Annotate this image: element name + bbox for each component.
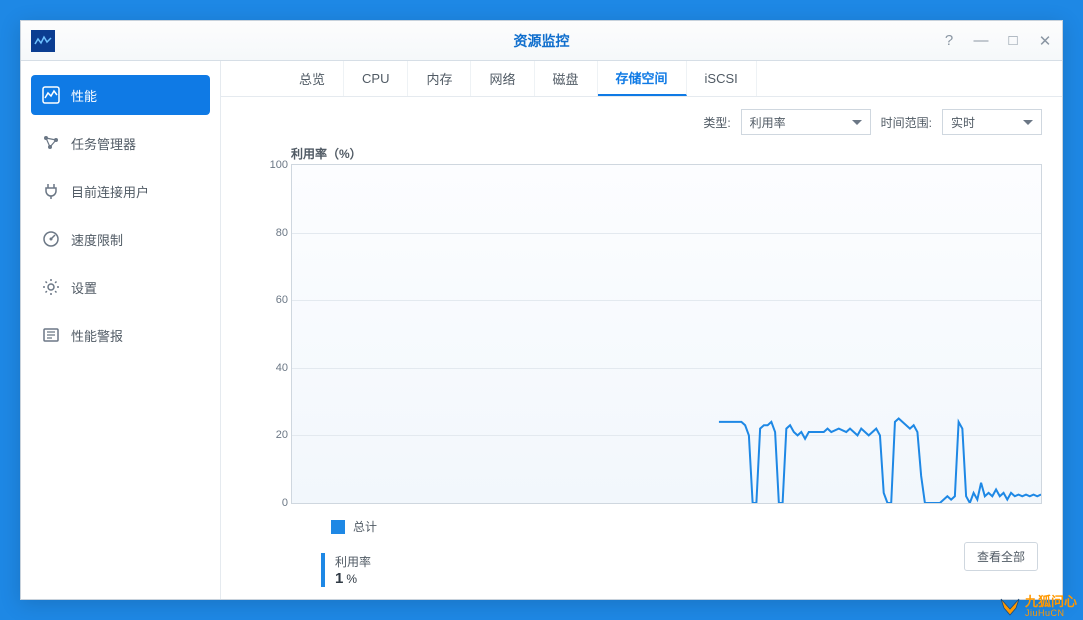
type-label: 类型: (703, 114, 730, 131)
sidebar-item-performance-alert[interactable]: 性能警报 (31, 315, 210, 355)
app-window: 资源监控 ? — □ ✕ 性能 任务管理器 (20, 20, 1063, 600)
alert-icon (41, 325, 61, 345)
close-button[interactable]: ✕ (1034, 30, 1056, 52)
sidebar-item-label: 性能 (71, 86, 97, 105)
y-tick-label: 40 (258, 362, 288, 374)
chart-legend: 总计 (331, 518, 1042, 535)
filter-bar: 类型: 利用率 时间范围: 实时 (221, 97, 1062, 141)
view-all-button[interactable]: 查看全部 (964, 542, 1038, 571)
y-tick-label: 20 (258, 429, 288, 441)
y-axis-ticks: 020406080100 (258, 165, 288, 503)
utilization-chart: 020406080100 (291, 164, 1042, 504)
sidebar-item-performance[interactable]: 性能 (31, 75, 210, 115)
sidebar: 性能 任务管理器 目前连接用户 速度限制 (21, 61, 221, 599)
main-panel: 总览 CPU 内存 网络 磁盘 存储空间 iSCSI 类型: 利用率 时间范围:… (221, 61, 1062, 599)
chart-area: 利用率（%） 020406080100 总计 利用率 (221, 141, 1062, 587)
minimize-button[interactable]: — (970, 30, 992, 52)
tab-overview[interactable]: 总览 (281, 61, 344, 96)
sidebar-item-settings[interactable]: 设置 (31, 267, 210, 307)
window-title: 资源监控 (514, 31, 570, 51)
y-tick-label: 0 (258, 497, 288, 509)
stat-text: 利用率 1% (335, 553, 371, 587)
watermark-en: JiuHuCN (1025, 609, 1077, 618)
stat-value: 1% (335, 570, 371, 587)
range-select[interactable]: 实时 (942, 109, 1042, 135)
sidebar-item-label: 任务管理器 (71, 134, 136, 153)
performance-icon (41, 85, 61, 105)
stat-value-unit: % (346, 572, 357, 586)
chart-title: 利用率（%） (291, 145, 1042, 162)
stat-value-number: 1 (335, 570, 343, 587)
tab-cpu[interactable]: CPU (344, 61, 408, 96)
stat-bar (321, 553, 325, 587)
sidebar-item-label: 性能警报 (71, 326, 123, 345)
window-controls: ? — □ ✕ (938, 21, 1056, 60)
gear-icon (41, 277, 61, 297)
sidebar-item-connected-users[interactable]: 目前连接用户 (31, 171, 210, 211)
titlebar: 资源监控 ? — □ ✕ (21, 21, 1062, 61)
sidebar-item-label: 速度限制 (71, 230, 123, 249)
sidebar-item-speed-limit[interactable]: 速度限制 (31, 219, 210, 259)
window-body: 性能 任务管理器 目前连接用户 速度限制 (21, 61, 1062, 599)
y-tick-label: 60 (258, 294, 288, 306)
plug-icon (41, 181, 61, 201)
task-icon (41, 133, 61, 153)
sidebar-item-label: 设置 (71, 278, 97, 297)
tab-storage[interactable]: 存储空间 (598, 61, 687, 96)
tab-network[interactable]: 网络 (471, 61, 534, 96)
tab-disk[interactable]: 磁盘 (535, 61, 598, 96)
stat-label: 利用率 (335, 553, 371, 570)
legend-label: 总计 (353, 518, 377, 535)
type-select[interactable]: 利用率 (741, 109, 871, 135)
range-label: 时间范围: (881, 114, 932, 131)
y-tick-label: 80 (258, 227, 288, 239)
help-button[interactable]: ? (938, 30, 960, 52)
y-tick-label: 100 (258, 159, 288, 171)
app-icon (31, 30, 55, 52)
gauge-icon (41, 229, 61, 249)
legend-swatch (331, 520, 345, 534)
sidebar-item-label: 目前连接用户 (71, 182, 149, 201)
range-select-value: 实时 (951, 114, 975, 131)
maximize-button[interactable]: □ (1002, 30, 1024, 52)
chart-series-svg (292, 165, 1041, 503)
sidebar-item-task-manager[interactable]: 任务管理器 (31, 123, 210, 163)
tab-iscsi[interactable]: iSCSI (687, 61, 757, 96)
type-select-value: 利用率 (750, 114, 786, 131)
tabs: 总览 CPU 内存 网络 磁盘 存储空间 iSCSI (221, 61, 1062, 97)
stat-row: 利用率 1% (321, 553, 1042, 587)
tab-memory[interactable]: 内存 (408, 61, 471, 96)
